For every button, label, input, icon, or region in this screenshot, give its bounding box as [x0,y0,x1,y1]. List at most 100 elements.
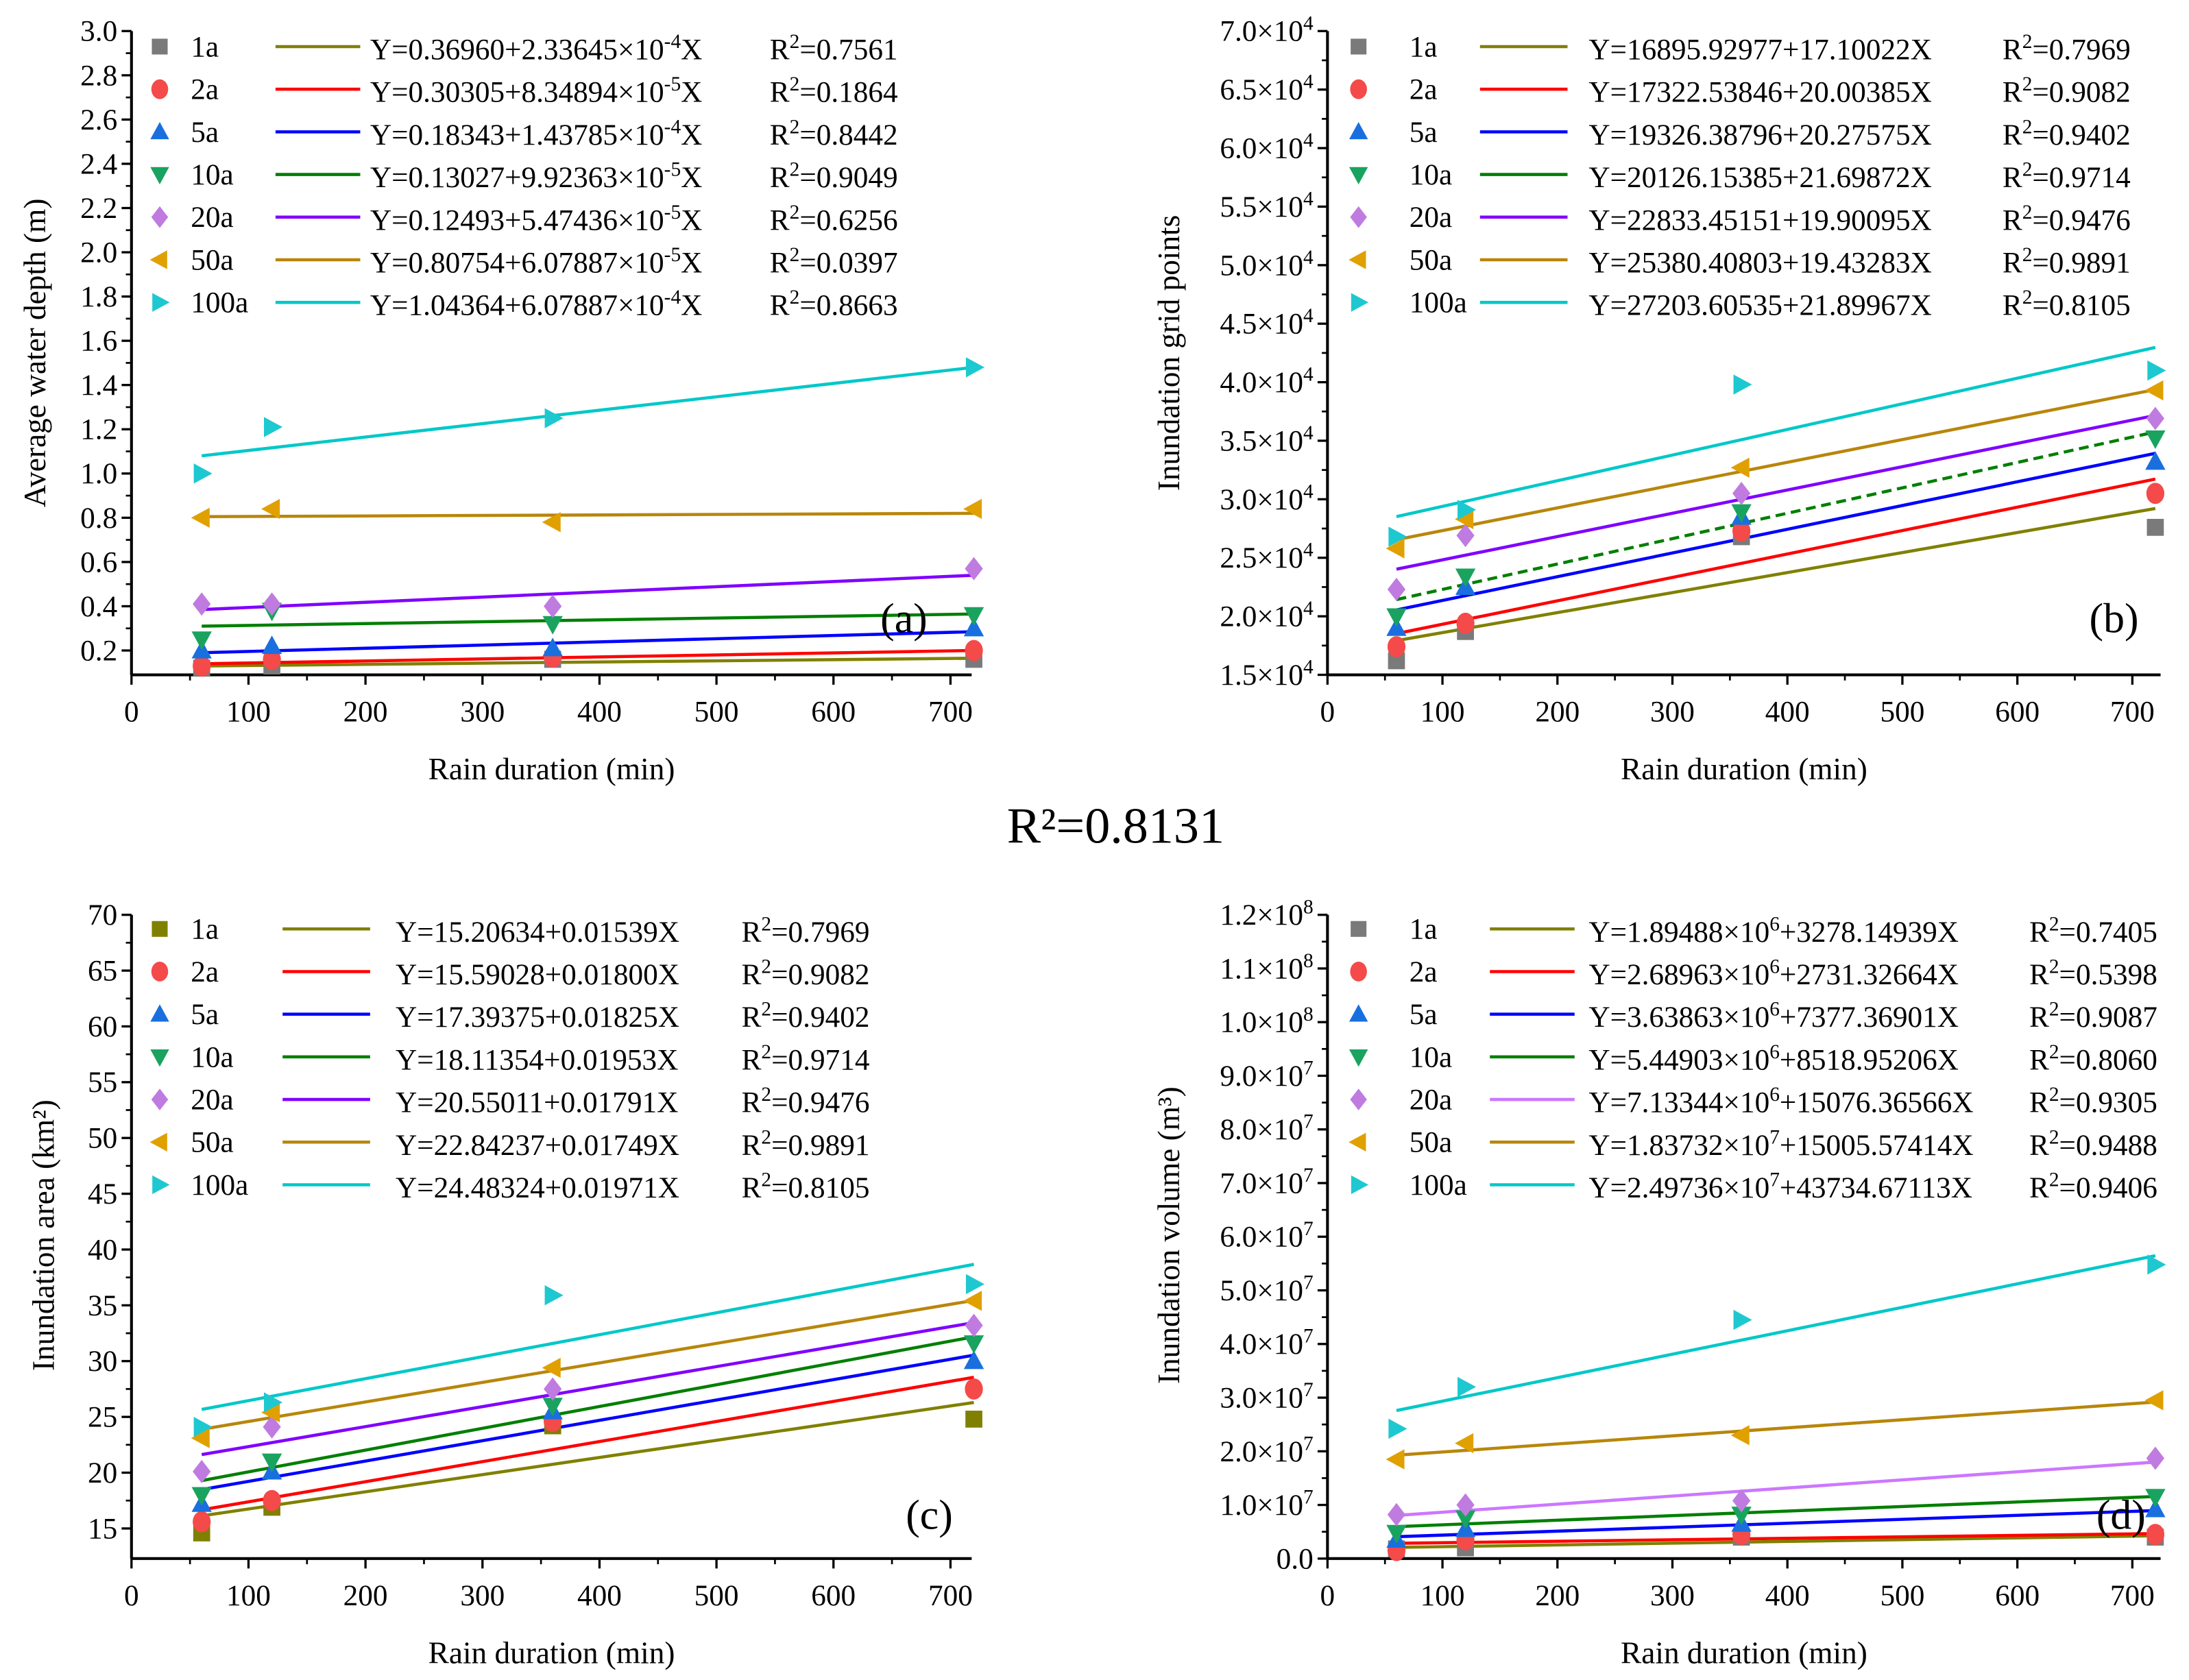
legend-r2-superscript: 2 [2049,1169,2059,1191]
data-point-20a [965,557,983,581]
y-tick-label: 2.8 [80,59,117,92]
legend-equation-main: Y=0.36960+2.33645×10 [370,34,664,66]
legend-equation-main: Y=16895.92977+17.10022X [1588,34,1932,66]
data-point-20a [263,592,281,616]
legend-r2-superscript: 2 [761,913,771,935]
data-point-10a [1386,1524,1407,1544]
y-tick-label-superscript: 4 [1303,656,1314,678]
y-tick-label-main: 3.0 [80,15,117,48]
data-point-50a [1730,1425,1750,1446]
legend-label: 20a [1410,1083,1452,1116]
legend-equation-main: Y=24.48324+0.01971X [396,1171,679,1204]
legend-r2: R2=0.9476 [742,1084,870,1119]
y-tick-label-main: 1.5×10 [1220,659,1303,692]
x-tick-label: 200 [1535,695,1580,728]
data-point-20a [2146,1446,2165,1470]
y-tick-label-main: 35 [88,1289,117,1322]
x-tick-label: 500 [1880,695,1924,728]
y-tick-label-main: 4.0×10 [1220,1328,1303,1361]
y-tick-label-superscript: 8 [1303,950,1314,972]
legend-r2: R2=0.9714 [742,1041,870,1076]
legend-marker-icon [1349,1049,1368,1067]
data-point-10a [1731,1507,1752,1526]
x-tick-label: 400 [577,1579,622,1612]
y-tick-label: 2.0 [80,236,117,269]
data-point-100a [264,417,283,437]
legend-equation-superscript: -5 [664,202,681,223]
data-point-2a [2146,483,2165,504]
legend-equation-tail: +2731.32664X [1780,958,1959,991]
x-axis-title: Rain duration (min) [1621,1635,1867,1670]
y-tick-label: 0.6 [80,546,117,579]
y-tick-label: 6.5×104 [1220,71,1314,106]
legend-marker-icon [1351,293,1369,312]
y-tick-label: 1.4 [80,369,117,402]
legend-entry: 1a Y=1.89488×106+3278.14939X R2=0.7405 [1351,913,2157,949]
legend-label: 10a [191,1040,233,1073]
legend-equation-superscript: 6 [1769,913,1780,935]
legend-entry: 5a Y=0.18343+1.43785×10-4X R2=0.8442 [150,116,898,151]
legend-r2-tail: =0.7969 [2032,34,2130,66]
legend-r2-tail: =0.7405 [2059,916,2157,949]
legend-r2-tail: =0.9406 [2059,1171,2157,1204]
legend-label: 5a [1410,998,1438,1031]
legend-r2-superscript: 2 [790,287,800,308]
x-tick-label: 0 [1320,1579,1335,1612]
data-point-10a [261,1453,282,1472]
y-tick-label-main: 9.0×10 [1220,1060,1303,1093]
legend-equation-main: Y=15.59028+0.01800X [396,958,679,991]
legend-entry: 2a Y=15.59028+0.01800X R2=0.9082 [151,955,869,991]
y-tick-label-main: 1.2×10 [1220,899,1303,932]
y-tick-label: 3.0×104 [1220,480,1314,515]
data-point-50a [963,1291,982,1311]
legend-equation: Y=0.80754+6.07887×10-5X [370,244,703,279]
legend-entry: 20a Y=20.55011+0.01791X R2=0.9476 [151,1083,870,1119]
y-tick-label-main: 60 [88,1010,117,1043]
legend-r2-tail: =0.9476 [2032,204,2130,236]
legend-r2: R2=0.5398 [2029,956,2157,991]
legend-marker-icon [151,1088,169,1110]
fit-line-10a [1396,1494,2155,1529]
data-point-5a [2145,451,2166,470]
legend-r2-main: R [770,119,790,151]
y-tick-label: 65 [88,954,117,987]
fit-line-1a [201,1400,974,1518]
y-tick-label-superscript: 4 [1303,12,1314,34]
legend-entry: 1a Y=16895.92977+17.10022X R2=0.7969 [1351,30,2131,66]
y-tick-label-main: 7.0×10 [1220,15,1303,48]
legend-entry: 100a Y=24.48324+0.01971X R2=0.8105 [152,1169,869,1204]
legend-marker-icon [1350,1088,1367,1110]
legend-r2-superscript: 2 [761,1169,771,1191]
legend-r2-superscript: 2 [2022,31,2033,53]
y-tick-label-superscript: 4 [1303,130,1314,151]
legend-equation: Y=0.30305+8.34894×10-5X [370,73,703,108]
legend-r2-main: R [2029,1001,2049,1034]
legend-r2-superscript: 2 [2049,1126,2059,1148]
y-tick-label-main: 1.6 [80,325,117,358]
data-point-100a [1733,1309,1752,1330]
x-tick-label: 0 [1320,695,1335,728]
legend-r2-superscript: 2 [761,1084,771,1106]
data-point-50a [542,1357,561,1378]
legend-equation-main: Y=1.04364+6.07887×10 [370,289,664,322]
legend-r2-superscript: 2 [2022,116,2033,138]
legend-r2: R2=0.8663 [770,287,898,321]
data-point-10a [2145,1489,2166,1508]
y-tick-label: 1.2 [80,413,117,446]
legend-marker-icon [150,1004,169,1022]
legend-marker-icon [1349,167,1368,184]
y-tick-label: 9.0×107 [1220,1057,1313,1092]
data-point-50a [1455,509,1474,530]
data-point-10a [542,1398,563,1417]
legend-equation: Y=3.63863×106+7377.36901X [1588,999,1959,1034]
legend-equation-main: Y=17322.53846+20.00385X [1588,76,1932,109]
legend-marker-icon [1351,38,1367,55]
legend-entry: 10a Y=5.44903×106+8518.95206X R2=0.8060 [1349,1040,2157,1076]
fit-line-20a [201,1321,974,1457]
y-tick-label: 4.5×104 [1220,305,1314,340]
data-point-5a [963,1350,984,1369]
fit-line-2a [1396,1532,2155,1545]
data-point-20a [1732,481,1751,505]
y-tick-label-main: 0.4 [80,590,117,623]
x-tick-label: 600 [1995,695,2040,728]
